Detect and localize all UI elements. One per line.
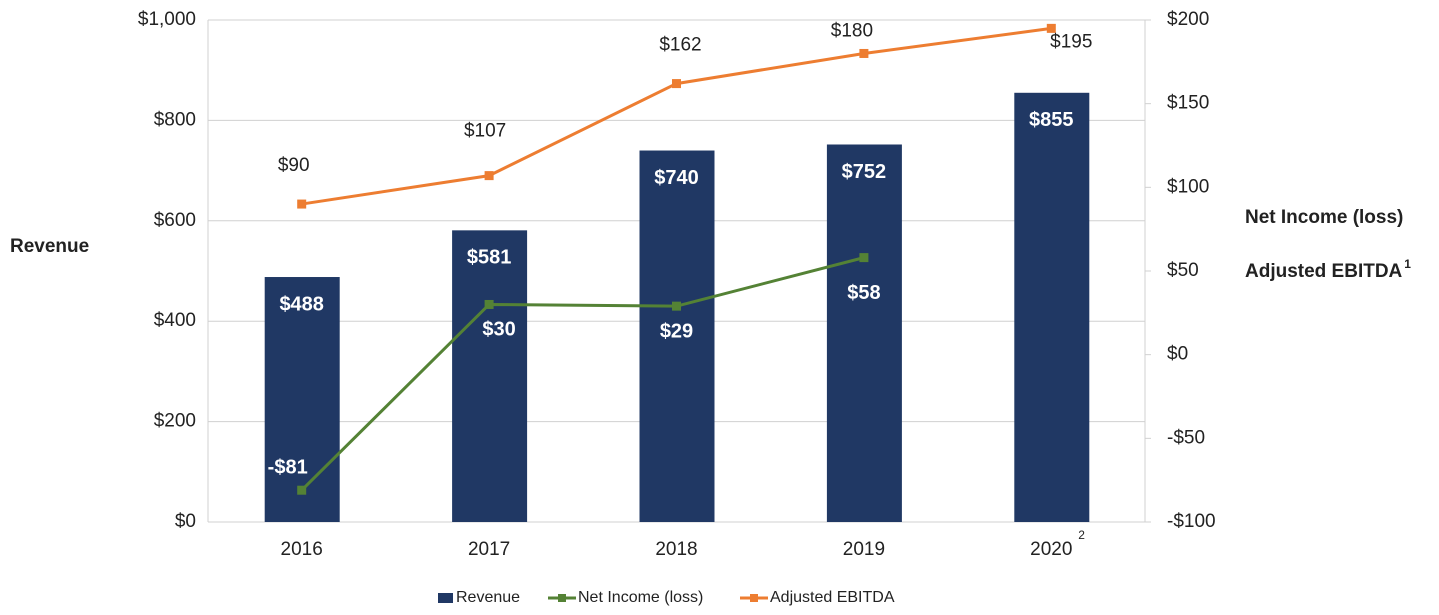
point: [484, 171, 494, 181]
legend-label: Net Income (loss): [578, 589, 703, 606]
y2-axis-label: Adjusted EBITDA: [1245, 261, 1403, 282]
point: [297, 485, 307, 495]
data-label: $195: [1050, 31, 1092, 52]
data-label: $107: [464, 121, 506, 142]
y-tick-label: $400: [154, 310, 196, 331]
y-tick-label: $600: [154, 210, 196, 231]
y2-axis-label: Net Income (loss): [1245, 207, 1403, 228]
line: [300, 256, 865, 492]
data-label: -$81: [268, 456, 308, 478]
data-label: $30: [482, 319, 515, 341]
legend-swatch: [750, 594, 758, 602]
y2-tick-label: $200: [1167, 9, 1209, 30]
x-tick-label: 2017: [468, 539, 510, 560]
data-label: $488: [279, 293, 324, 315]
bar: [264, 277, 340, 522]
point: [859, 253, 869, 263]
data-label: $29: [660, 320, 693, 342]
point: [859, 48, 869, 58]
legend-swatch: [558, 594, 566, 602]
footnote-marker: 2: [1078, 528, 1085, 542]
point: [297, 199, 307, 209]
y-axis-label: Revenue: [10, 236, 89, 257]
point: [1046, 23, 1056, 33]
x-tick-label: 2020: [1030, 539, 1072, 560]
point: [672, 301, 681, 311]
x-tick-label: 2016: [281, 539, 323, 560]
bar: [639, 150, 715, 522]
data-label: $162: [659, 35, 701, 56]
legend-label: Adjusted EBITDA: [770, 589, 895, 606]
point: [672, 79, 681, 89]
data-label: $58: [847, 282, 880, 304]
data-label: $740: [654, 167, 699, 189]
point: [484, 299, 494, 309]
y2-tick-label: -$50: [1167, 427, 1205, 448]
y2-tick-label: $50: [1167, 260, 1199, 281]
data-label: $180: [831, 20, 873, 41]
y-tick-label: $1,000: [138, 9, 196, 30]
data-label: $752: [842, 161, 887, 183]
bar: [1014, 92, 1090, 522]
data-label: $855: [1029, 109, 1074, 131]
legend-label: Revenue: [456, 589, 520, 606]
footnote-marker: 1: [1404, 257, 1411, 271]
y-tick-label: $800: [154, 109, 196, 130]
x-tick-label: 2019: [843, 539, 885, 560]
data-label: $90: [278, 155, 310, 176]
y2-tick-label: $150: [1167, 93, 1209, 114]
y2-tick-label: -$100: [1167, 511, 1216, 532]
y-tick-label: $200: [154, 411, 196, 432]
bar: [452, 230, 528, 522]
x-tick-label: 2018: [655, 539, 697, 560]
y2-tick-label: $100: [1167, 176, 1209, 197]
bar: [826, 144, 902, 522]
legend-swatch: [438, 593, 453, 603]
y-tick-label: $0: [175, 511, 196, 532]
y2-tick-label: $0: [1167, 344, 1188, 365]
data-label: $581: [467, 247, 512, 269]
